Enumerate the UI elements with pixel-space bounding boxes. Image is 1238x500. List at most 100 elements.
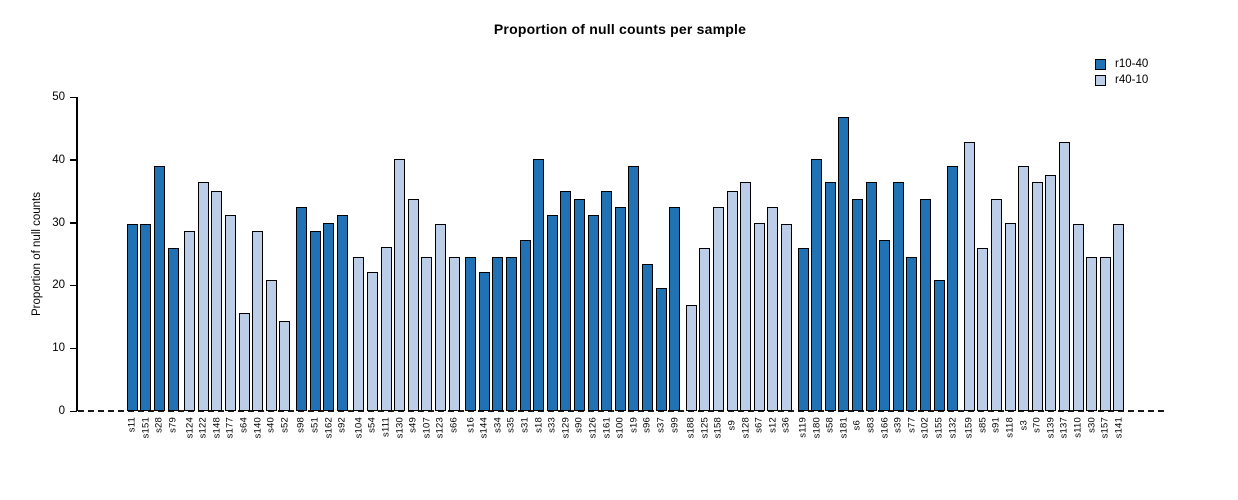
bar-s91: [990, 198, 1002, 411]
bar-s83: [865, 182, 877, 411]
x-tick-label-s104: s104: [353, 417, 365, 439]
legend-item-r40-10: r40-10: [1095, 74, 1148, 86]
x-tick-label-s33: s33: [546, 417, 558, 433]
x-tick-label-s77: s77: [906, 417, 918, 433]
y-tick-label: 30: [52, 216, 65, 229]
y-tick-label: 10: [52, 342, 65, 355]
bar-s132: [947, 166, 959, 411]
y-tick-mark: [70, 222, 77, 224]
bar-s140: [252, 231, 264, 411]
bar-s180: [811, 158, 823, 411]
x-tick-label-s6: s6: [851, 419, 863, 430]
x-tick-label-s90: s90: [573, 417, 585, 433]
x-tick-label-s49: s49: [407, 417, 419, 433]
bar-s141: [1113, 223, 1125, 411]
y-tick-label: 0: [58, 405, 65, 417]
x-tick-label-s129: s129: [560, 417, 572, 439]
bar-s119: [797, 247, 809, 411]
y-tick-mark: [70, 347, 77, 350]
bar-s99: [669, 206, 681, 411]
zero-baseline: [78, 410, 1164, 412]
y-axis-line: [76, 97, 78, 411]
bar-s51: [309, 231, 321, 411]
x-tick-label-s34: s34: [492, 417, 504, 433]
x-tick-label-s140: s140: [252, 417, 264, 439]
bar-s52: [279, 320, 291, 411]
bar-s34: [492, 256, 504, 411]
bar-s79: [167, 247, 179, 411]
x-tick-label-s126: s126: [587, 417, 599, 439]
bar-s16: [465, 256, 477, 411]
bar-s36: [780, 223, 792, 411]
bar-s118: [1004, 223, 1016, 411]
legend: r10-40 r40-10: [1095, 58, 1148, 90]
x-tick-label-s66: s66: [448, 417, 460, 433]
bar-s130: [394, 158, 406, 411]
bar-s85: [977, 247, 989, 411]
bar-s123: [434, 223, 446, 411]
x-tick-label-s96: s96: [641, 417, 653, 433]
x-tick-label-s12: s12: [767, 417, 779, 433]
x-tick-label-s36: s36: [780, 417, 792, 433]
x-tick-label-s107: s107: [421, 417, 433, 439]
y-tick-label: 20: [52, 279, 65, 292]
bar-s102: [919, 199, 931, 411]
bar-s49: [407, 199, 419, 411]
bar-s31: [519, 239, 531, 411]
x-tick-label-s159: s159: [963, 417, 975, 439]
x-tick-label-s85: s85: [977, 417, 989, 433]
bar-s158: [712, 206, 724, 411]
legend-label-r40-10: r40-10: [1115, 74, 1149, 86]
bar-s126: [587, 215, 599, 411]
chart-title: Proportion of null counts per sample: [493, 21, 747, 37]
bar-s162: [323, 223, 335, 411]
x-tick-label-s110: s110: [1072, 417, 1084, 438]
y-tick-label: 50: [52, 91, 65, 103]
x-tick-label-s123: s123: [434, 417, 446, 439]
bar-s100: [614, 206, 626, 411]
x-tick-label-s67: s67: [753, 417, 765, 433]
x-tick-label-s111: s111: [380, 417, 392, 437]
bar-s3: [1018, 166, 1030, 411]
y-axis-label: Proportion of null counts: [31, 191, 43, 317]
x-tick-label-s128: s128: [740, 417, 752, 439]
bar-s144: [478, 272, 490, 411]
x-tick-label-s162: s162: [323, 417, 335, 439]
bar-s110: [1072, 223, 1084, 411]
x-tick-label-s54: s54: [366, 417, 378, 433]
bar-s181: [838, 117, 850, 411]
bar-s77: [906, 256, 918, 411]
bar-s128: [740, 182, 752, 411]
x-tick-label-s177: s177: [224, 417, 236, 439]
x-tick-label-s180: s180: [811, 417, 823, 439]
x-tick-label-s37: s37: [655, 417, 667, 433]
bar-s177: [224, 215, 236, 411]
bar-s37: [655, 287, 667, 411]
bar-s122: [197, 182, 209, 411]
x-tick-label-s151: s151: [140, 417, 152, 439]
bar-s64: [238, 313, 250, 411]
x-tick-label-s92: s92: [336, 417, 348, 433]
bar-s125: [699, 247, 711, 411]
y-tick-mark: [70, 96, 77, 98]
x-tick-label-s16: s16: [465, 417, 477, 433]
bar-s124: [184, 231, 196, 411]
x-tick-label-s58: s58: [824, 417, 836, 433]
x-tick-label-s181: s181: [838, 417, 850, 439]
bar-s107: [421, 256, 433, 411]
legend-item-r10-40: r10-40: [1095, 58, 1148, 70]
bar-s155: [933, 280, 945, 411]
y-tick-mark: [70, 284, 77, 287]
x-tick-label-s91: s91: [990, 417, 1002, 433]
x-tick-label-s158: s158: [712, 417, 724, 439]
x-tick-label-s64: s64: [238, 417, 250, 433]
bar-s157: [1099, 256, 1111, 411]
bar-s6: [851, 199, 863, 411]
x-tick-label-s157: s157: [1099, 417, 1111, 439]
bar-s28: [153, 166, 165, 411]
x-tick-label-s130: s130: [394, 417, 406, 439]
bar-s139: [1045, 174, 1057, 411]
x-tick-label-s137: s137: [1058, 417, 1070, 439]
bar-s9: [726, 191, 738, 411]
